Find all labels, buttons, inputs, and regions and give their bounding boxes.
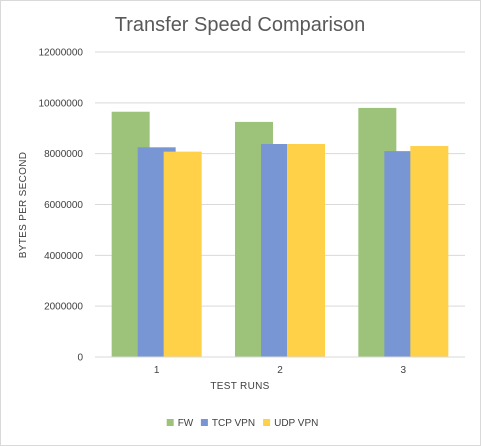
legend-swatch [166,419,174,426]
y-tick-label: 12000000 [39,48,84,59]
legend-label: FW [178,418,194,429]
x-axis-ticks: 1 2 3 [154,365,407,376]
bar-udp-vpn-run-2 [287,144,325,357]
y-tick-label: 4000000 [44,251,83,262]
legend-label: UDP VPN [274,418,318,429]
y-tick-label: 10000000 [39,98,84,109]
bars [111,107,449,358]
x-axis-label: TEST RUNS [210,381,269,392]
y-tick-label: 2000000 [44,302,83,313]
y-tick-label: 8000000 [44,149,83,160]
legend-label: TCP VPN [212,418,255,429]
bar-udp-vpn-run-3 [410,146,449,357]
x-tick-label: 2 [277,365,283,376]
x-tick-label: 3 [401,365,407,376]
x-tick-label: 1 [154,365,160,376]
legend-swatch [263,419,271,426]
bar-udp-vpn-run-1 [163,151,202,357]
y-axis-label: BYTES PER SECOND [18,152,29,259]
legend: FW TCP VPN UDP VPN [166,418,318,429]
y-tick-label: 0 [77,353,83,364]
y-tick-label: 6000000 [44,200,83,211]
y-axis-ticks: 0 2000000 4000000 6000000 8000000 10000000 120… [39,48,84,364]
legend-swatch [200,419,208,426]
chart-title: Transfer Speed Comparison [115,14,366,36]
